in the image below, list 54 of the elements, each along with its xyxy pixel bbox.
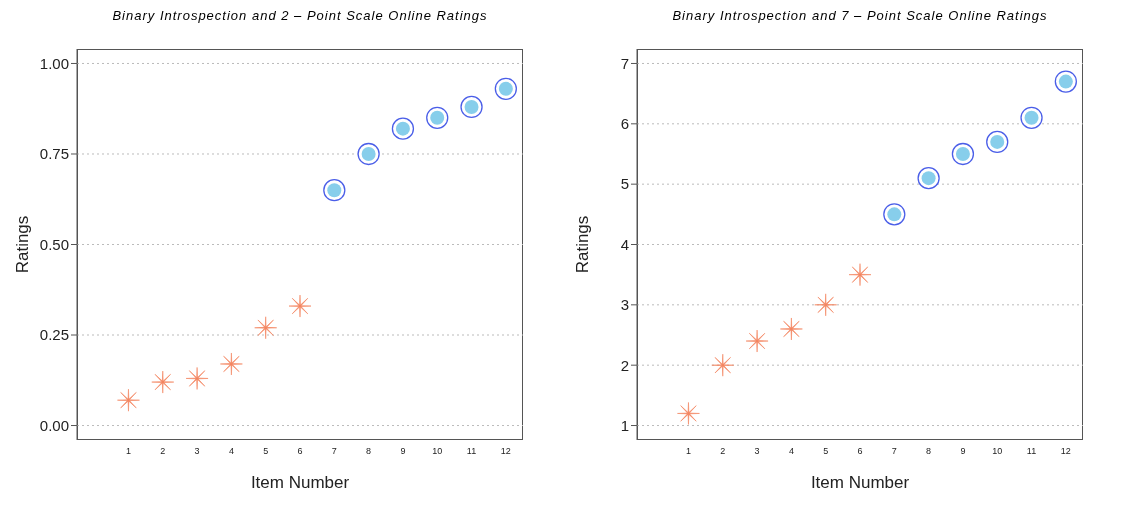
point: [711, 353, 735, 377]
x-tick-label: 8: [366, 446, 372, 457]
y-tick-label: 5: [620, 175, 629, 193]
x-tick-label: 5: [823, 446, 829, 457]
x-tick-label: 1: [125, 446, 131, 457]
x-tick-label: 9: [960, 446, 966, 457]
x-tick-label: 9: [400, 446, 406, 457]
y-axis-title: Ratings: [13, 215, 33, 274]
y-axis-title: Ratings: [573, 215, 593, 274]
point: [780, 317, 803, 341]
x-axis-title: Item Number: [810, 473, 910, 492]
x-tick-label: 5: [263, 446, 269, 457]
x-tick-label: 12: [500, 446, 511, 457]
point: [151, 370, 175, 394]
y-tick-label: 1: [620, 416, 629, 434]
y-tick-label: 7: [620, 54, 629, 72]
x-tick-label: 10: [992, 446, 1003, 457]
y-tick-label: 1.00: [39, 54, 69, 72]
y-tick-label: 6: [620, 115, 629, 133]
x-tick-label: 11: [466, 446, 477, 457]
x-tick-label: 10: [432, 446, 443, 457]
point: [220, 352, 243, 376]
x-tick-label: 6: [857, 446, 863, 457]
point: [814, 293, 837, 317]
y-tick-label: 0.25: [39, 326, 69, 344]
x-tick-label: 4: [788, 446, 794, 457]
point: [254, 316, 277, 340]
x-tick-label: 1: [685, 446, 691, 457]
y-tick-label: 0.50: [39, 235, 69, 253]
point: [185, 367, 209, 390]
chart-title: Binary Introspection and 7 – Point Scale Online Ratings: [671, 8, 1049, 23]
x-tick-label: 8: [926, 446, 932, 457]
chart-title: Binary Introspection and 2 – Point Scale Online Ratings: [111, 8, 489, 23]
x-tick-label: 12: [1060, 446, 1071, 457]
x-tick-label: 3: [194, 446, 200, 457]
point: [848, 263, 872, 286]
point: [288, 294, 312, 318]
y-tick-label: 4: [620, 235, 629, 253]
x-tick-label: 7: [891, 446, 897, 457]
y-tick-label: 0.75: [39, 145, 69, 163]
y-tick-label: 3: [620, 296, 629, 314]
point: [117, 388, 140, 412]
x-tick-label: 3: [754, 446, 760, 457]
x-tick-label: 11: [1026, 446, 1037, 457]
point: [677, 402, 700, 425]
x-tick-label: 4: [228, 446, 234, 457]
point: [745, 329, 769, 353]
x-axis-title: Item Number: [250, 473, 350, 492]
y-tick-label: 0.00: [39, 416, 69, 434]
x-tick-label: 7: [331, 446, 337, 457]
y-tick-label: 2: [620, 356, 629, 374]
x-tick-label: 2: [720, 446, 726, 457]
x-tick-label: 2: [160, 446, 166, 457]
x-tick-label: 6: [297, 446, 303, 457]
